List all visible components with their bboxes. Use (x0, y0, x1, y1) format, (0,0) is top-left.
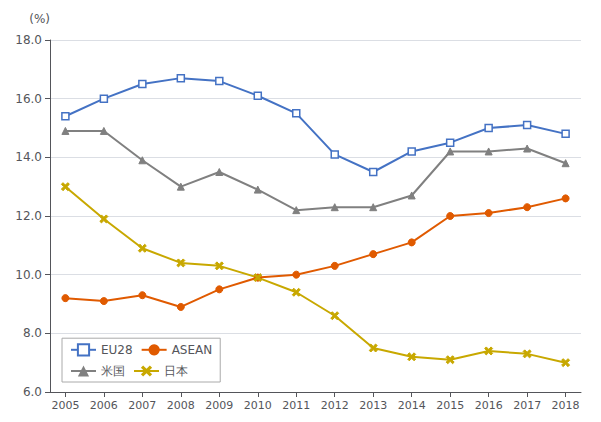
svg-text:10.0: 10.0 (15, 268, 42, 282)
svg-text:2016: 2016 (475, 399, 503, 412)
svg-text:2010: 2010 (244, 399, 272, 412)
svg-text:2013: 2013 (359, 399, 387, 412)
svg-text:14.0: 14.0 (15, 150, 42, 164)
svg-text:2011: 2011 (282, 399, 310, 412)
svg-text:16.0: 16.0 (15, 92, 42, 106)
svg-text:(%): (%) (29, 12, 50, 26)
svg-text:2017: 2017 (513, 399, 541, 412)
svg-text:12.0: 12.0 (15, 209, 42, 223)
svg-text:米国: 米国 (101, 364, 125, 378)
svg-text:2005: 2005 (51, 399, 79, 412)
svg-text:2009: 2009 (205, 399, 233, 412)
svg-text:2014: 2014 (398, 399, 426, 412)
svg-text:2018: 2018 (552, 399, 580, 412)
svg-text:2012: 2012 (321, 399, 349, 412)
svg-text:2008: 2008 (167, 399, 195, 412)
svg-text:日本: 日本 (164, 364, 188, 378)
svg-text:ASEAN: ASEAN (172, 343, 213, 357)
svg-text:8.0: 8.0 (23, 326, 42, 340)
svg-text:18.0: 18.0 (15, 33, 42, 47)
svg-text:2015: 2015 (436, 399, 464, 412)
svg-text:EU28: EU28 (101, 343, 133, 357)
svg-text:2007: 2007 (128, 399, 156, 412)
svg-text:6.0: 6.0 (23, 385, 42, 399)
svg-text:2006: 2006 (90, 399, 118, 412)
